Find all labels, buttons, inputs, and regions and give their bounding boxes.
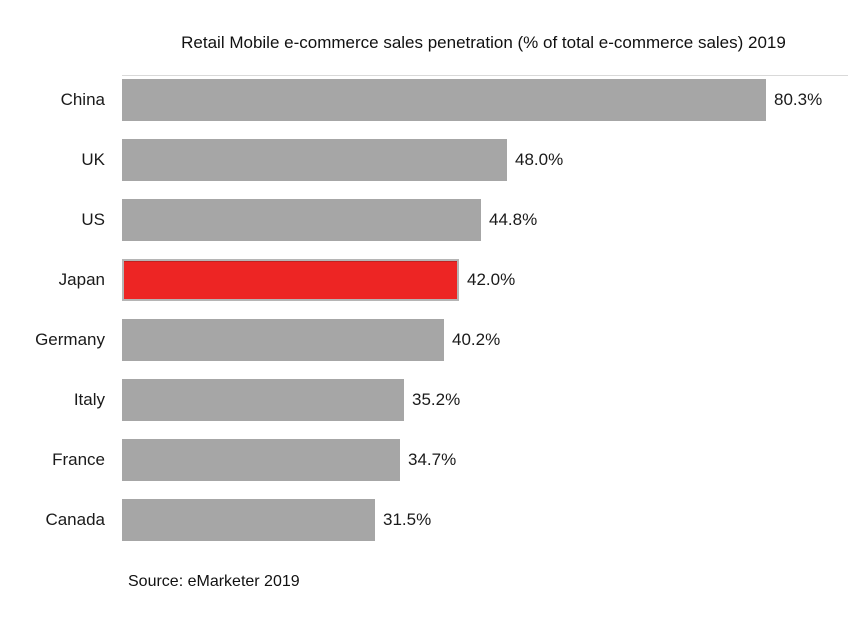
category-label: Japan — [58, 270, 105, 289]
category-label: Germany — [35, 330, 105, 349]
bar — [122, 499, 375, 541]
bar — [122, 199, 481, 241]
value-label: 40.2% — [452, 330, 501, 349]
chart-row: Italy 35.2% — [0, 370, 863, 430]
category-label: Italy — [73, 390, 105, 409]
bar — [122, 319, 444, 361]
value-label: 31.5% — [383, 510, 432, 529]
bar — [122, 139, 507, 181]
bar — [122, 379, 404, 421]
value-label: 80.3% — [774, 90, 823, 109]
bar-chart: China 80.3% UK 48.0% US 44.8% Japan 42.0… — [0, 70, 863, 550]
bar-track: 34.7% — [122, 439, 863, 481]
value-label: 34.7% — [408, 450, 457, 469]
chart-row: China 80.3% — [0, 70, 863, 130]
bar — [122, 79, 766, 121]
bar-highlighted — [122, 259, 459, 301]
category-label: France — [52, 450, 105, 469]
category-label: UK — [81, 150, 105, 169]
source-note: Source: eMarketer 2019 — [128, 573, 300, 590]
bar-track: 48.0% — [122, 139, 863, 181]
chart-row: US 44.8% — [0, 190, 863, 250]
chart-title: Retail Mobile e-commerce sales penetrati… — [181, 33, 786, 52]
chart-row: Canada 31.5% — [0, 490, 863, 550]
value-label: 48.0% — [515, 150, 564, 169]
category-label: Canada — [45, 510, 105, 529]
bar-track: 35.2% — [122, 379, 863, 421]
chart-row: Japan 42.0% — [0, 250, 863, 310]
chart-row: UK 48.0% — [0, 130, 863, 190]
plot-area-top-border — [122, 75, 848, 76]
bar — [122, 439, 400, 481]
category-label: China — [60, 90, 105, 109]
category-label: US — [81, 210, 105, 229]
bar-track: 31.5% — [122, 499, 863, 541]
bar-track: 44.8% — [122, 199, 863, 241]
value-label: 44.8% — [489, 210, 538, 229]
value-label: 35.2% — [412, 390, 461, 409]
bar-track: 42.0% — [122, 259, 863, 301]
bar-track: 40.2% — [122, 319, 863, 361]
bar-track: 80.3% — [122, 79, 863, 121]
chart-row: France 34.7% — [0, 430, 863, 490]
chart-row: Germany 40.2% — [0, 310, 863, 370]
value-label: 42.0% — [467, 270, 516, 289]
